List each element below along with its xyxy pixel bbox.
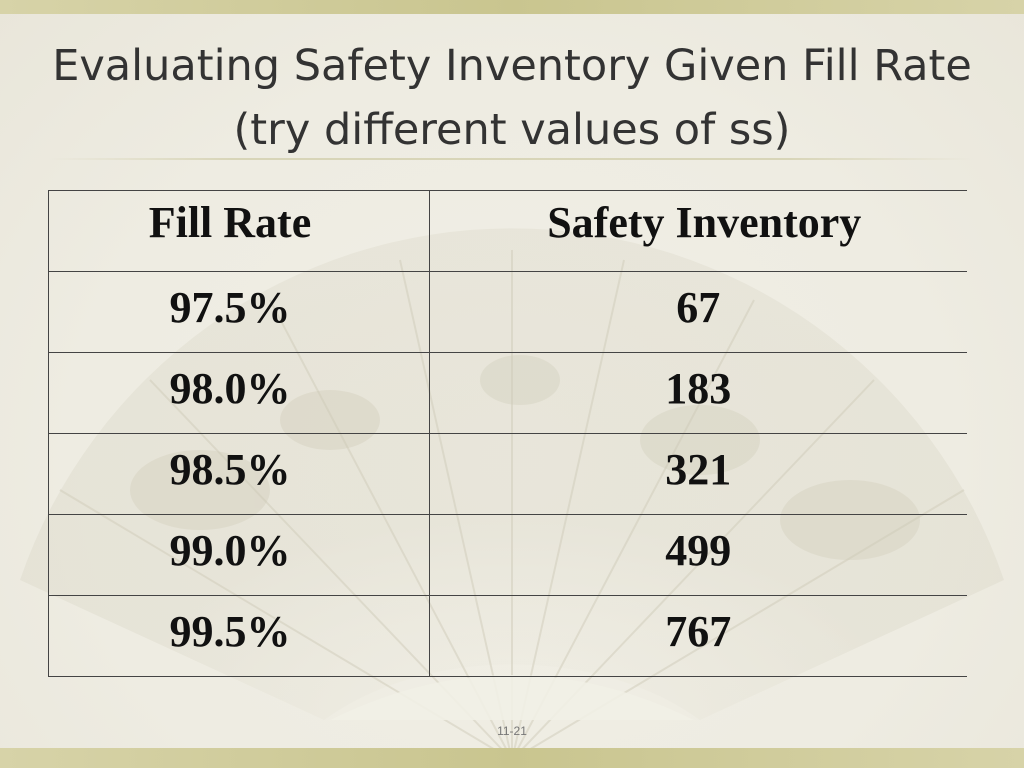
table-row: 99.5% 767 [48, 595, 967, 677]
slide-title: Evaluating Safety Inventory Given Fill R… [52, 41, 972, 155]
safety-inventory-cell: 67 [429, 271, 967, 353]
table-row: 99.0% 499 [48, 514, 967, 596]
table-row: 97.5% 67 [48, 271, 967, 353]
safety-inventory-cell: 183 [429, 352, 967, 434]
title-divider [48, 158, 974, 160]
fill-rate-cell: 99.5% [48, 595, 430, 677]
bottom-accent-band [0, 748, 1024, 768]
safety-inventory-cell: 767 [429, 595, 967, 677]
fill-rate-cell: 98.5% [48, 433, 430, 515]
safety-inventory-cell: 499 [429, 514, 967, 596]
header-fill-rate: Fill Rate [48, 190, 430, 272]
slide-number: 11-21 [497, 724, 527, 738]
fill-rate-cell: 99.0% [48, 514, 430, 596]
table-row: 98.0% 183 [48, 352, 967, 434]
fill-rate-table: Fill Rate Safety Inventory 97.5% 67 98.0… [48, 190, 967, 677]
top-accent-band [0, 0, 1024, 14]
table-header-row: Fill Rate Safety Inventory [48, 190, 967, 272]
safety-inventory-cell: 321 [429, 433, 967, 515]
fill-rate-cell: 98.0% [48, 352, 430, 434]
header-safety-inventory: Safety Inventory [429, 190, 967, 272]
fill-rate-cell: 97.5% [48, 271, 430, 353]
table-row: 98.5% 321 [48, 433, 967, 515]
